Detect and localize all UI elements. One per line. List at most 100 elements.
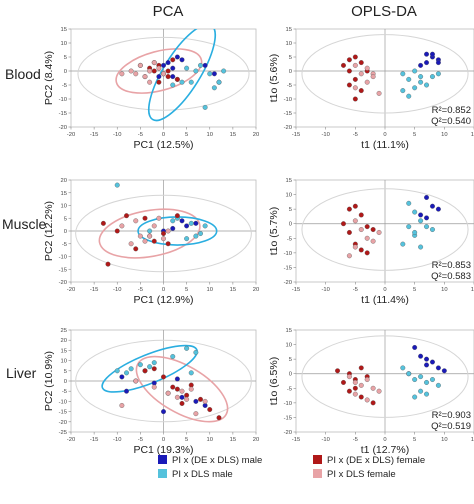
data-point <box>147 364 153 370</box>
data-point <box>161 71 166 77</box>
x-axis-label: PC1 (12.9%) <box>133 294 193 306</box>
y-axis-label: PC2 (8.4%) <box>43 51 55 105</box>
data-point <box>346 68 352 74</box>
data-point <box>352 62 358 68</box>
data-point <box>429 377 435 383</box>
x-axis-label: t1 (11.1%) <box>361 139 409 151</box>
data-point <box>364 235 370 241</box>
data-point <box>364 377 370 383</box>
data-point <box>151 366 157 372</box>
data-point <box>358 382 364 388</box>
x-tick-label: 5 <box>413 437 416 443</box>
data-point <box>156 215 162 221</box>
data-point <box>340 62 346 68</box>
data-point <box>170 57 176 63</box>
data-point <box>179 400 185 406</box>
y-tick-label: -10 <box>59 97 67 103</box>
data-point <box>435 60 441 66</box>
x-tick-label: -10 <box>321 132 329 138</box>
x-tick-label: -15 <box>292 437 300 443</box>
y-tick-label: -20 <box>59 125 67 131</box>
data-point <box>346 206 352 212</box>
data-point <box>170 225 176 231</box>
data-point <box>352 391 358 397</box>
x-tick-label: -15 <box>292 132 300 138</box>
data-point <box>207 407 213 413</box>
stat-annotation: R²=0.852 <box>432 105 471 116</box>
data-point <box>184 223 190 229</box>
y-axis-label: t1o (5.6%) <box>268 54 280 102</box>
data-point <box>429 51 435 57</box>
data-point <box>179 394 185 400</box>
data-point <box>179 388 185 394</box>
data-point <box>400 88 406 94</box>
data-point <box>400 241 406 247</box>
data-point <box>429 74 435 80</box>
plot-content <box>301 34 469 114</box>
x-tick-label: 0 <box>383 132 386 138</box>
data-point <box>188 386 194 392</box>
data-point <box>352 218 358 224</box>
row-label-liver: Liver <box>6 365 37 381</box>
plot-content <box>77 29 250 122</box>
data-point <box>418 374 424 380</box>
data-point <box>412 377 418 383</box>
data-point <box>147 228 153 234</box>
y-tick-label: 20 <box>61 178 67 184</box>
data-point <box>352 54 358 60</box>
x-tick-label: 0 <box>162 437 165 443</box>
hotelling-ellipse <box>301 188 469 271</box>
data-point <box>370 227 376 233</box>
data-point <box>105 261 111 267</box>
x-tick-label: -5 <box>138 437 143 443</box>
y-tick-label: 5 <box>289 357 292 363</box>
x-tick-label: -20 <box>67 132 75 138</box>
y-tick-label: -10 <box>284 401 292 407</box>
data-point <box>165 390 171 396</box>
x-tick-label: 10 <box>441 132 447 138</box>
legend-swatch-0 <box>158 455 167 464</box>
data-point <box>202 223 208 229</box>
data-point <box>424 195 430 200</box>
data-point <box>188 79 194 85</box>
legend-swatch-2 <box>313 455 322 464</box>
data-point <box>142 74 148 80</box>
x-tick-label: 5 <box>413 132 416 138</box>
data-point <box>165 60 171 66</box>
y-tick-label: 15 <box>286 178 292 184</box>
data-point <box>156 74 162 80</box>
data-point <box>358 247 364 253</box>
plot-content <box>301 188 469 271</box>
data-point <box>418 388 424 394</box>
data-point <box>128 241 134 247</box>
y-tick-label: 0 <box>64 379 67 385</box>
data-point <box>151 60 157 66</box>
y-tick-label: 10 <box>61 204 67 210</box>
y-tick-label: 0 <box>64 69 67 75</box>
data-point <box>358 71 364 77</box>
x-tick-label: -15 <box>90 132 98 138</box>
x-tick-label: 0 <box>162 132 165 138</box>
data-point <box>119 374 125 380</box>
data-point <box>412 394 418 400</box>
data-point <box>364 65 370 71</box>
legend-label-1: PI x DLS male <box>172 469 233 480</box>
x-tick-label: 15 <box>471 132 474 138</box>
y-tick-label: 15 <box>61 27 67 33</box>
data-point <box>376 90 382 96</box>
data-point <box>352 85 358 91</box>
data-point <box>352 385 358 391</box>
group-ellipse <box>98 208 201 259</box>
liver-pca-panel: -20 -15 -10 -5 0 5 10 15 20-25-20-15-10-50510152… <box>43 328 259 456</box>
data-point <box>340 221 346 227</box>
legend-label-0: PI x (DE x DLS) male <box>172 455 262 466</box>
row-label-muscle: Muscle <box>2 216 47 232</box>
y-tick-label: -15 <box>284 415 292 421</box>
data-point <box>184 65 190 71</box>
muscle-pca-panel: -20 -15 -10 -5 0 5 10 15 20 -20 -15 -10 -5 0 5 10 15 20 PC… <box>43 178 259 306</box>
data-point <box>133 71 139 77</box>
y-tick-label: -20 <box>59 420 67 426</box>
data-point <box>170 354 176 359</box>
data-point <box>346 253 352 259</box>
data-point <box>128 366 134 372</box>
